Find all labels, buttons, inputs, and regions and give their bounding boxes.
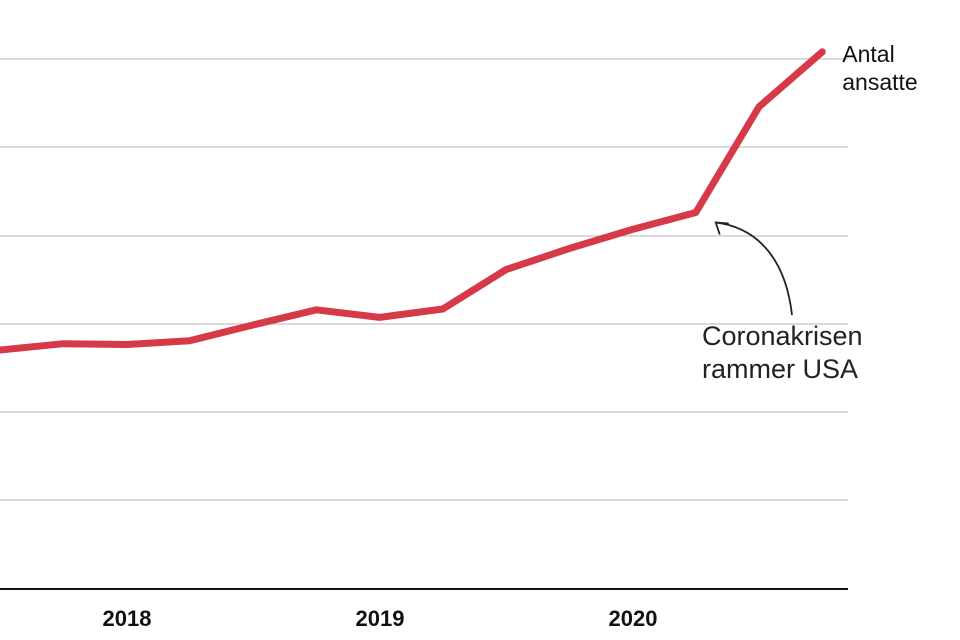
x-tick-label: 2020 [609,606,658,631]
series-label: Antal ansatte [842,41,917,95]
annotation-arrow [715,221,793,316]
x-tick-label: 2019 [356,606,405,631]
annotation-arrowhead [714,221,729,235]
annotation-line-1: Coronakrisen [702,321,863,351]
series-label-line-2: ansatte [842,69,917,95]
x-tick-label: 2018 [103,606,152,631]
annotation-line-2: rammer USA [702,354,858,384]
series-line-antal-ansatte [0,48,826,354]
x-axis-tick-labels: 2018 2019 2020 [103,606,658,631]
annotation: Coronakrisen rammer USA [702,221,870,384]
annotation-text: Coronakrisen rammer USA [702,321,870,384]
series-label-line-1: Antal [842,41,894,67]
grid-lines [0,58,848,501]
